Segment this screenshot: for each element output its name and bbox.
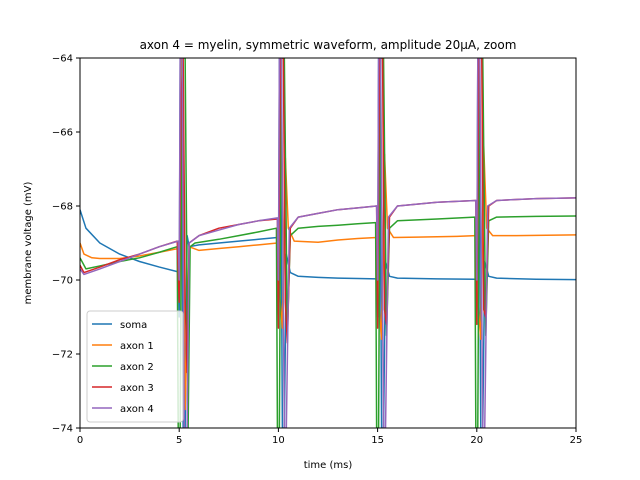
series-line-axon-4	[80, 58, 576, 428]
y-tick-label: −64	[52, 54, 73, 65]
plot-frame	[79, 57, 577, 429]
chart-title: axon 4 = myelin, symmetric waveform, amp…	[140, 38, 517, 52]
x-tick-label: 15	[371, 435, 384, 446]
x-tick-label: 10	[272, 435, 285, 446]
legend-label-soma: soma	[120, 320, 147, 331]
y-axis-label: membrane voltage (mV)	[23, 181, 34, 304]
y-tick-label: −66	[52, 128, 73, 139]
legend-label-axon-2: axon 2	[120, 362, 154, 373]
legend-label-axon-3: axon 3	[120, 383, 154, 394]
x-tick-label: 25	[570, 435, 583, 446]
x-tick-label: 20	[470, 435, 483, 446]
x-tick-label: 5	[176, 435, 182, 446]
legend-label-axon-4: axon 4	[120, 404, 154, 415]
y-tick-label: −72	[52, 350, 73, 361]
y-tick-label: −70	[52, 276, 73, 287]
legend: soma axon 1 axon 2 axon 3 axon 4	[86, 310, 184, 423]
legend-box	[86, 310, 184, 423]
legend-label-axon-1: axon 1	[120, 341, 154, 352]
x-tick-label: 0	[77, 435, 83, 446]
x-axis-ticks: 0 5 10 15 20 25	[77, 428, 583, 446]
x-axis-label: time (ms)	[304, 460, 353, 471]
y-axis-ticks: −74 −72 −70 −68 −66 −64	[52, 54, 80, 435]
y-tick-label: −74	[52, 424, 73, 435]
series-layer	[80, 58, 576, 428]
y-tick-label: −68	[52, 202, 73, 213]
